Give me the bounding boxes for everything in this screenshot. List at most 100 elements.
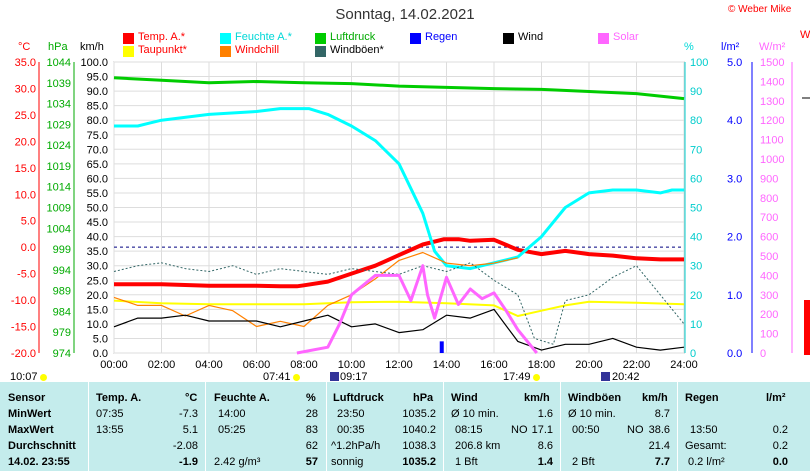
max-rain-value: 0.2	[772, 424, 788, 436]
solar-axis-label: 1100	[760, 135, 784, 147]
solar-axis-label: 700	[760, 212, 778, 224]
pressure-axis-label: 999	[53, 244, 71, 256]
wind-axis-label: 85.0	[87, 101, 108, 113]
legend-swatch-windchill	[220, 46, 231, 57]
header-gusts: Windböen	[568, 392, 622, 404]
solar-axis-label: 1200	[760, 115, 784, 127]
avg-hum-value: 62	[305, 440, 318, 452]
column-divider	[326, 382, 327, 471]
x-tick-label: 02:00	[148, 359, 176, 371]
row-label-max: MaxWert	[8, 424, 54, 436]
unit-rain: l/m²	[721, 41, 740, 53]
pressure-axis-label: 1034	[47, 99, 71, 111]
temp-axis-label: 10.0	[15, 189, 36, 201]
legend-label-humidity: Feuchte A.*	[235, 31, 292, 43]
humidity-axis-label: 0	[690, 348, 696, 360]
unit-solar: W/m²	[759, 41, 786, 53]
solar-axis-label: 1000	[760, 154, 784, 166]
current-gust-bft: 2 Bft	[572, 456, 595, 468]
sunrise-icon	[293, 374, 300, 381]
sun-icon-left	[40, 374, 47, 381]
max-hum-value: 83	[305, 424, 318, 436]
min-gust-value: 8.7	[654, 408, 670, 420]
humidity-axis-label: 50	[690, 203, 702, 215]
temp-axis-label: 5.0	[21, 216, 36, 228]
x-tick-label: 18:00	[528, 359, 556, 371]
temp-axis-label: -20.0	[11, 348, 36, 360]
solar-axis-label: 200	[760, 309, 778, 321]
unit-wind-dir: W	[800, 29, 810, 41]
wind-axis-label: 70.0	[87, 144, 108, 156]
wind-axis-label: 65.0	[87, 159, 108, 171]
series-line-windben	[113, 262, 685, 345]
legend-swatch-wind	[503, 33, 514, 44]
humidity-axis-label: 10	[690, 319, 702, 331]
marker-moonrise-time: 09:17	[340, 371, 368, 383]
temp-axis-label: -10.0	[11, 295, 36, 307]
rain-axis-label: 0.0	[727, 348, 742, 360]
min-press-time: 23:50	[337, 408, 365, 420]
rain-axis-label: 4.0	[727, 115, 742, 127]
current-rain-value: 0.0	[772, 456, 788, 468]
wind-axis-label: 20.0	[87, 290, 108, 302]
avg-press-trend: ^1.2hPa/h	[331, 440, 381, 452]
moonrise-icon	[330, 372, 339, 381]
legend-label-solar: Solar	[613, 31, 639, 43]
legend-label-temp: Temp. A.*	[138, 31, 186, 43]
humidity-axis-label: 80	[690, 115, 702, 127]
pressure-axis-label: 994	[53, 265, 71, 277]
legend-swatch-rain	[410, 33, 421, 44]
series-line-windchill	[113, 251, 518, 328]
avg-wind-distance: 206.8 km	[455, 440, 501, 452]
column-divider	[443, 382, 444, 471]
temp-axis-label: 30.0	[15, 83, 36, 95]
weather-chart: 00:00 02:00 04:00 06:00 08:00 10:00 12:00 14:00…	[11, 57, 810, 371]
current-wind-bft: 1 Bft	[455, 456, 478, 468]
legend-swatch-humidity	[220, 33, 231, 44]
x-tick-label: 00:00	[100, 359, 128, 371]
unit-hpa: hPa	[48, 41, 68, 53]
legend-label-rain: Regen	[425, 31, 458, 43]
column-divider	[88, 382, 89, 471]
max-gust-value: 38.6	[648, 424, 670, 436]
current-temp-value: -1.9	[179, 456, 198, 468]
pressure-axis-label: 979	[53, 327, 71, 339]
temp-axis-label: 0.0	[21, 242, 36, 254]
marker-sunrise-time: 07:41	[263, 371, 291, 383]
wind-axis-label: 95.0	[87, 72, 108, 84]
x-tick-label: 12:00	[385, 359, 413, 371]
max-wind-value: 17.1	[531, 424, 553, 436]
temp-axis-label: 25.0	[15, 110, 36, 122]
avg-rain-label: Gesamt:	[685, 440, 727, 452]
solar-axis-label: 400	[760, 270, 778, 282]
series-line-taupunkt	[113, 299, 685, 317]
unit-temp: °C	[18, 41, 31, 53]
legend-swatch-temp	[123, 33, 134, 44]
max-gust-time: 00:50	[572, 424, 600, 436]
header-temp-unit: °C	[185, 392, 198, 404]
wind-axis-label: 55.0	[87, 188, 108, 200]
temp-axis-label: 15.0	[15, 163, 36, 175]
wind-axis-label: 25.0	[87, 275, 108, 287]
legend-label-wind: Wind	[518, 31, 544, 43]
copyright-label[interactable]: © Weber Mike	[728, 4, 792, 15]
temp-axis-label: -5.0	[17, 269, 36, 281]
x-tick-label: 16:00	[480, 359, 508, 371]
humidity-axis-label: 60	[690, 173, 702, 185]
pressure-axis-label: 1039	[47, 78, 71, 90]
series-line-feuchtea	[114, 107, 684, 271]
row-label-avg: Durchschnitt	[8, 440, 76, 452]
marker-moonset-time: 20:42	[612, 371, 640, 383]
column-divider	[205, 382, 206, 471]
row-label-current: 14.02. 23:55	[8, 456, 70, 468]
humidity-axis-label: 40	[690, 232, 702, 244]
max-rain-time: 13:50	[690, 424, 718, 436]
temp-axis-label: 35.0	[15, 57, 36, 69]
wind-axis-label: 75.0	[87, 130, 108, 142]
solar-axis-label: 0	[760, 348, 766, 360]
max-hum-time: 05:25	[218, 424, 246, 436]
min-wind-value: 1.6	[537, 408, 553, 420]
header-rain-unit: l/m²	[766, 392, 786, 404]
current-weather: sonnig	[331, 456, 364, 468]
pressure-axis-label: 974	[53, 348, 71, 360]
